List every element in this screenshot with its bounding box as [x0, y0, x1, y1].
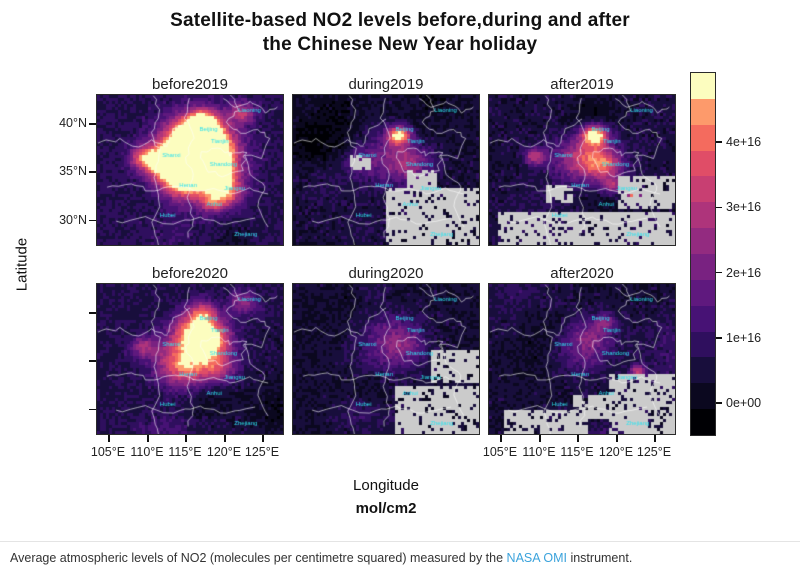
colorbar-tick-mark — [716, 271, 722, 274]
x-tick-label: 115°E — [168, 445, 202, 459]
x-tick-label: 120°E — [598, 445, 634, 459]
panel-title-before2020: before2020 — [152, 265, 228, 282]
panel-title-after2019: after2019 — [550, 76, 614, 93]
heatmap-canvas-during2019 — [292, 94, 480, 246]
caption: Average atmospheric levels of NO2 (molec… — [0, 541, 800, 574]
x-tick-mark — [500, 435, 502, 442]
colorbar-step — [691, 254, 715, 280]
colorbar — [690, 72, 716, 436]
panel-title-during2020: during2020 — [348, 265, 424, 282]
x-tick-mark — [108, 435, 110, 442]
y-tick-label: 35°N — [59, 164, 87, 179]
x-tick-label: 110°E — [130, 445, 164, 459]
colorbar-tick-mark — [716, 206, 722, 209]
y-axis-label: Latitude — [13, 237, 31, 292]
x-tick-label: 115°E — [560, 445, 594, 459]
x-tick-mark — [654, 435, 656, 442]
x-tick-mark — [262, 435, 264, 442]
units-label: mol/cm2 — [355, 500, 417, 517]
x-tick-mark — [224, 435, 226, 442]
x-tick-mark — [185, 435, 187, 442]
x-axis-label: Longitude — [353, 477, 419, 494]
panel-during2020: during2020 — [292, 265, 480, 435]
panel-title-after2020: after2020 — [550, 265, 614, 282]
nasa-omi-link[interactable]: NASA OMI — [506, 551, 567, 565]
panel-before2020: before2020 — [96, 265, 284, 435]
panel-title-before2019: before2019 — [152, 76, 228, 93]
y-tick-mark — [89, 219, 96, 222]
colorbar-step — [691, 331, 715, 358]
colorbar-step — [691, 150, 715, 177]
y-tick-mark — [89, 312, 96, 314]
x-tick-label: 120°E — [206, 445, 242, 459]
x-tick-mark — [616, 435, 618, 442]
caption-text-after: instrument. — [566, 551, 633, 565]
x-tick-mark — [147, 435, 149, 442]
colorbar-tick-label: 1e+16 — [726, 330, 762, 345]
x-tick-mark — [577, 435, 579, 442]
colorbar-step — [691, 98, 715, 125]
colorbar-tick-mark — [716, 141, 722, 143]
colorbar-step — [691, 357, 715, 384]
colorbar-step — [691, 73, 715, 99]
panel-during2019: during2019 — [292, 76, 480, 246]
x-tick-label: 105°E — [90, 445, 126, 459]
colorbar-step — [691, 176, 715, 203]
heatmap-canvas-during2020 — [292, 283, 480, 435]
y-tick-label: 40°N — [59, 116, 87, 131]
colorbar-step — [691, 279, 715, 306]
y-tick-mark — [89, 171, 96, 173]
x-tick-label: 125°E — [636, 445, 672, 459]
colorbar-step — [691, 409, 715, 436]
colorbar-tick-label: 4e+16 — [726, 135, 762, 150]
heatmap-canvas-after2019 — [488, 94, 676, 246]
x-tick-mark — [539, 435, 541, 442]
y-tick-mark — [89, 123, 96, 125]
colorbar-step — [691, 124, 715, 151]
colorbar-tick-label: 2e+16 — [726, 265, 762, 280]
colorbar-tick-mark — [716, 337, 722, 339]
x-tick-label: 125°E — [244, 445, 280, 459]
colorbar-tick-label: 3e+16 — [726, 200, 762, 215]
figure-title-line1: Satellite-based NO2 levels before,during… — [170, 10, 630, 31]
colorbar-tick-label: 0e+00 — [726, 396, 762, 411]
x-tick-label: 110°E — [522, 445, 556, 459]
panel-after2019: after2019 — [488, 76, 676, 246]
y-tick-mark — [89, 360, 96, 362]
colorbar-step — [691, 228, 715, 255]
colorbar-step — [691, 383, 715, 410]
heatmap-canvas-after2020 — [488, 283, 676, 435]
panel-title-during2019: during2019 — [348, 76, 424, 93]
x-tick-label: 105°E — [482, 445, 518, 459]
y-tick-mark — [89, 408, 96, 411]
figure-title-line2: the Chinese New Year holiday — [262, 34, 538, 55]
heatmap-canvas-before2020 — [96, 283, 284, 435]
y-tick-label: 30°N — [59, 212, 87, 227]
caption-text-before: Average atmospheric levels of NO2 (molec… — [10, 551, 507, 565]
colorbar-tick-mark — [716, 402, 722, 404]
heatmap-canvas-before2019 — [96, 94, 284, 246]
panel-before2019: before2019 — [96, 76, 284, 246]
panel-after2020: after2020 — [488, 265, 676, 435]
colorbar-step — [691, 305, 715, 332]
colorbar-step — [691, 202, 715, 229]
